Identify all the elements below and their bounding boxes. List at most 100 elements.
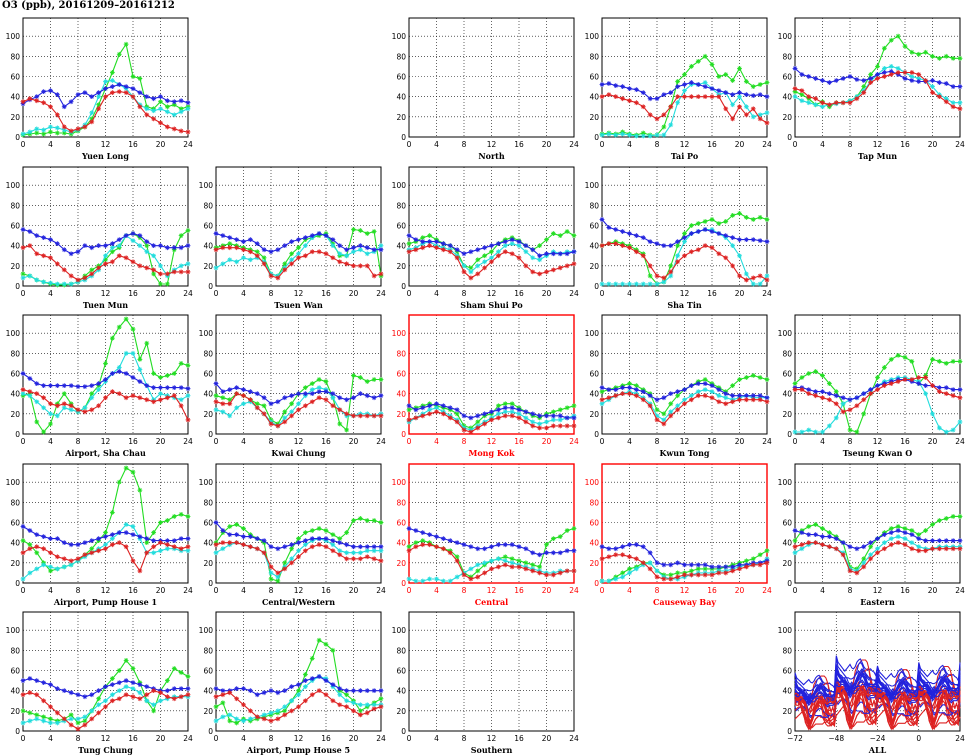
data-point-green [943,516,949,521]
y-tick-label: 20 [782,113,792,122]
data-point-red [54,261,60,267]
data-point-green [675,79,681,84]
data-point-red [447,415,453,421]
data-point-red [48,704,53,710]
data-point-blue [716,231,722,236]
data-point-cyan [654,132,660,138]
x-tick-label: 24 [183,289,193,298]
data-point-red [261,261,267,267]
data-point-cyan [688,393,694,399]
data-point-blue [406,403,412,409]
y-tick-label: 40 [10,390,20,399]
data-point-cyan [757,281,763,287]
data-point-blue [544,550,549,556]
data-point-green [502,554,508,560]
data-point-blue [523,546,529,552]
data-point-blue [96,688,102,694]
data-point-blue [868,76,874,81]
data-point-cyan [957,419,963,425]
y-tick-label: 80 [782,646,792,655]
data-point-green [171,514,177,519]
data-point-cyan [550,417,556,423]
x-tick-label: 12 [487,734,497,743]
y-tick-label: 20 [782,559,792,568]
data-point-red [557,423,563,429]
data-point-cyan [537,257,543,263]
data-point-green [936,518,942,523]
data-point-green [185,363,191,368]
data-point-red [868,556,874,562]
y-tick-label: 60 [396,72,406,81]
data-point-red [247,708,253,714]
data-point-green [282,409,288,415]
data-point-cyan [730,102,736,108]
data-point-blue [144,383,150,388]
data-point-blue [137,233,143,238]
data-point-red [406,417,412,423]
data-point-red [633,393,639,399]
data-point-green [550,536,556,542]
data-point-cyan [282,704,288,710]
data-point-red [468,429,474,435]
data-point-blue [647,96,653,102]
x-tick-label: 0 [214,586,219,595]
data-point-red [723,570,729,576]
data-point-red [723,401,729,407]
data-point-green [164,518,170,523]
data-point-red [427,411,433,417]
data-point-red [537,570,543,576]
data-point-blue [695,229,701,234]
x-tick-label: 8 [76,734,81,743]
data-point-cyan [406,576,412,582]
data-point-green [220,700,226,706]
data-point-cyan [530,255,536,261]
data-point-cyan [227,413,233,419]
data-point-red [544,269,549,275]
data-point-green [406,241,412,247]
data-point-red [654,574,660,580]
data-point-blue [68,383,74,388]
data-point-red [868,391,874,397]
y-tick-label: 0 [208,579,213,588]
data-point-blue [716,88,722,94]
data-point-red [682,253,687,259]
data-point-blue [213,686,219,692]
data-point-green [371,377,377,382]
data-point-blue [840,540,846,546]
data-point-green [943,361,949,366]
data-point-blue [406,233,412,238]
data-point-cyan [792,550,798,556]
data-point-green [743,215,749,220]
data-point-blue [254,391,260,397]
data-point-green [930,522,935,527]
data-point-blue [661,243,667,249]
data-point-red [440,247,446,253]
plot-frame [794,17,961,138]
data-point-cyan [427,576,433,582]
data-point-green [764,548,770,554]
data-point-red [103,261,108,267]
data-point-red [826,397,832,403]
data-point-red [371,273,377,279]
data-point-blue [337,540,343,546]
data-point-red [544,425,549,431]
data-point-red [564,568,570,574]
data-point-blue [316,536,322,542]
y-tick-label: 60 [396,666,406,675]
data-point-cyan [27,718,33,724]
data-point-cyan [620,281,626,287]
data-point-red [309,544,315,550]
data-point-red [530,568,536,574]
data-point-green [344,692,350,698]
x-tick-label: 16 [707,140,717,149]
data-point-cyan [185,548,191,554]
data-point-blue [723,233,729,238]
data-point-blue [957,387,963,393]
data-point-blue [247,534,253,540]
data-point-green [723,72,729,77]
data-point-red [96,710,102,716]
data-point-red [723,106,729,112]
data-point-green [806,371,812,376]
